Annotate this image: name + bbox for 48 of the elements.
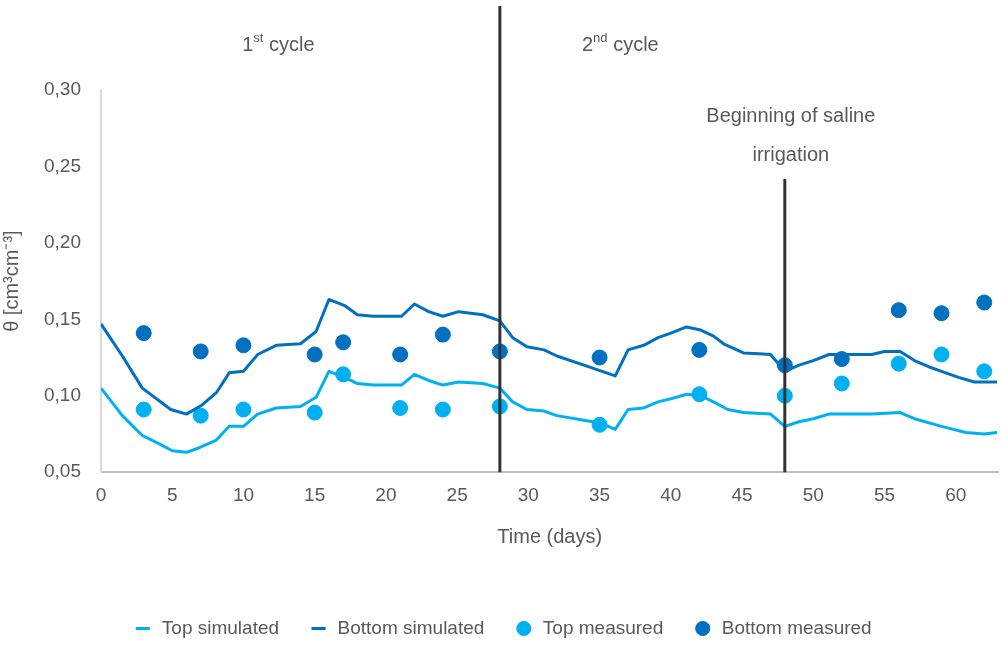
point	[335, 334, 352, 351]
point	[135, 401, 152, 418]
y-tick-label: 0,15	[44, 307, 81, 329]
point	[306, 404, 323, 421]
point	[890, 302, 907, 319]
y-axis-title: θ [cm³cm⁻³]	[0, 230, 22, 332]
point	[135, 325, 152, 342]
x-tick-label: 40	[660, 483, 682, 505]
point	[933, 346, 950, 363]
point	[976, 294, 993, 311]
x-tick-label: 25	[446, 483, 468, 505]
point	[306, 346, 323, 363]
point	[192, 343, 209, 360]
point	[833, 375, 850, 392]
x-tick-label: 50	[802, 483, 824, 505]
y-tick-label: 0,30	[44, 78, 81, 100]
legend-label: Top simulated	[161, 616, 280, 638]
point	[392, 346, 409, 363]
y-tick-label: 0,05	[44, 460, 81, 482]
x-axis-title: Time (days)	[497, 524, 603, 547]
x-tick-label: 45	[731, 483, 753, 505]
ref-line-label: Beginning of saline irrigation	[706, 103, 876, 165]
point	[392, 399, 409, 416]
point	[434, 401, 451, 418]
y-tick-label: 0,20	[44, 231, 81, 253]
x-tick-label: 10	[232, 483, 255, 505]
x-tick-label: 60	[945, 483, 967, 505]
x-tick-label: 55	[873, 483, 896, 505]
x-tick-label: 5	[166, 483, 178, 505]
legend-label: Top measured	[542, 616, 664, 638]
y-tick-label: 0,25	[44, 154, 81, 176]
point	[434, 326, 451, 343]
point	[235, 401, 252, 418]
point	[890, 355, 907, 372]
x-tick-label: 0	[95, 483, 107, 505]
legend-label: Bottom simulated	[337, 616, 485, 638]
legend-label: Bottom measured	[721, 616, 872, 638]
point	[192, 407, 209, 424]
x-tick-label: 35	[589, 483, 611, 505]
x-tick-label: 15	[304, 483, 326, 505]
x-tick-label: 30	[517, 483, 539, 505]
point	[235, 337, 252, 354]
point	[933, 305, 950, 322]
x-tick-label: 20	[375, 483, 397, 505]
point	[976, 363, 993, 380]
point	[691, 341, 708, 358]
point	[591, 349, 608, 366]
y-tick-label: 0,10	[44, 383, 81, 405]
